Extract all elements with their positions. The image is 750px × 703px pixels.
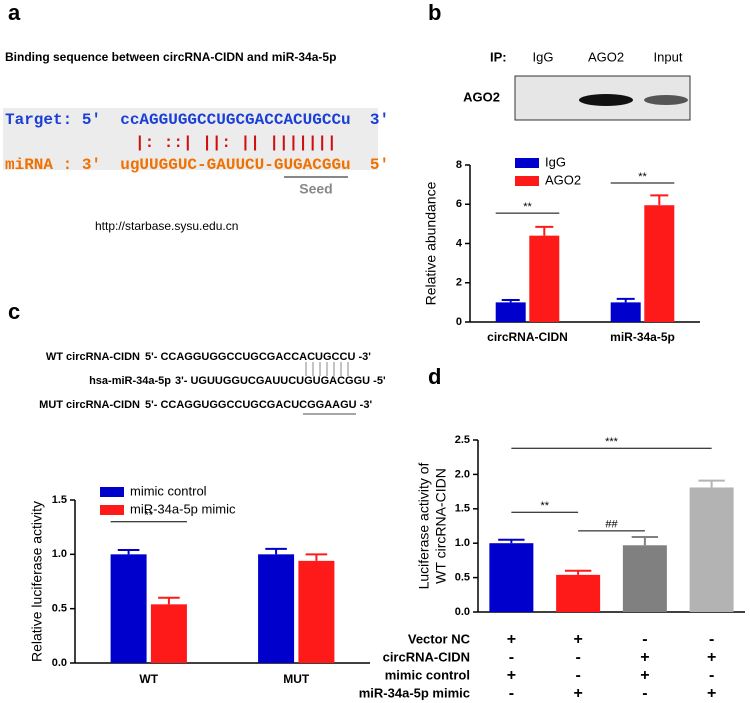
condition-mark: + bbox=[707, 649, 716, 666]
panel-label: a bbox=[8, 0, 21, 25]
condition-label: miR-34a-5p mimic bbox=[359, 685, 470, 700]
condition-mark: + bbox=[507, 667, 516, 684]
condition-mark: + bbox=[640, 667, 649, 684]
bar bbox=[610, 302, 641, 322]
lane-label: Input bbox=[654, 49, 683, 64]
bar bbox=[150, 604, 187, 663]
bar bbox=[489, 543, 534, 612]
y-tick-label: 1.0 bbox=[52, 548, 67, 560]
y-tick-label: 8 bbox=[456, 159, 462, 171]
bar bbox=[298, 560, 335, 663]
sequence-name: hsa-miR-34a-5p bbox=[89, 375, 171, 387]
y-tick-label: 4 bbox=[456, 237, 463, 249]
mirna-sequence: miRNA : 3' ugUUGGUC-GAUUCU-GUGACGGu 5' bbox=[5, 156, 389, 174]
panel-label: c bbox=[8, 299, 20, 324]
y-axis-label: Relative luciferase activity bbox=[29, 501, 45, 662]
sequence-name: WT circRNA-CIDN bbox=[46, 351, 140, 363]
legend-label: IgG bbox=[545, 154, 566, 169]
panel-label: b bbox=[428, 0, 441, 25]
blot-band bbox=[644, 95, 688, 105]
condition-mark: - bbox=[509, 649, 514, 666]
panel-label: d bbox=[428, 364, 441, 389]
legend-swatch bbox=[515, 158, 539, 168]
condition-mark: - bbox=[642, 685, 647, 702]
x-tick-label: WT bbox=[139, 672, 158, 686]
y-axis-label: WT circRNA-CIDN bbox=[433, 468, 449, 584]
y-tick-label: 1.5 bbox=[52, 494, 67, 506]
panel-title: Binding sequence between circRNA-CIDN an… bbox=[5, 50, 336, 64]
sequence: 5'- CCAGGUGGCCUGCGACCACUGCCU -3' bbox=[145, 351, 371, 363]
lane-label: AGO2 bbox=[588, 49, 624, 64]
legend-swatch bbox=[100, 505, 124, 515]
y-tick-label: 2 bbox=[456, 277, 462, 289]
ip-label: IP: bbox=[490, 49, 507, 64]
legend-label: AGO2 bbox=[545, 172, 581, 187]
blot-band bbox=[579, 94, 633, 106]
bar bbox=[556, 574, 601, 612]
y-tick-label: 1.0 bbox=[455, 537, 470, 549]
y-axis-label: Luciferase activity of bbox=[416, 462, 432, 589]
x-tick-label: miR-34a-5p bbox=[610, 330, 675, 344]
condition-mark: - bbox=[642, 631, 647, 648]
y-tick-label: 0.5 bbox=[455, 572, 470, 584]
y-tick-label: 0.0 bbox=[52, 657, 67, 669]
bar bbox=[110, 554, 147, 663]
condition-mark: + bbox=[507, 631, 516, 648]
significance-label: ** bbox=[144, 510, 153, 522]
y-tick-label: 0.5 bbox=[52, 603, 67, 615]
bar bbox=[644, 205, 675, 322]
seed-label: Seed bbox=[299, 181, 332, 197]
condition-mark: + bbox=[573, 631, 582, 648]
y-tick-label: 6 bbox=[456, 198, 462, 210]
y-tick-label: 2.5 bbox=[455, 434, 470, 446]
condition-mark: - bbox=[575, 667, 580, 684]
condition-mark: - bbox=[575, 649, 580, 666]
x-tick-label: MUT bbox=[283, 672, 310, 686]
y-tick-label: 0.0 bbox=[455, 606, 470, 618]
legend-label: mimic control bbox=[130, 483, 207, 498]
target-sequence: Target: 5' ccAGGUGGCCUGCGACCACUGCCu 3' bbox=[5, 111, 389, 129]
sequence: 3'- UGUUGGUCGAUUCUGUGACGGU -5' bbox=[175, 375, 386, 387]
legend-label: miR-34a-5p mimic bbox=[130, 501, 236, 516]
bar bbox=[258, 554, 295, 663]
blot-row-label: AGO2 bbox=[463, 89, 500, 104]
url: http://starbase.sysu.edu.cn bbox=[95, 219, 238, 233]
x-tick-label: circRNA-CIDN bbox=[487, 330, 568, 344]
condition-mark: + bbox=[707, 685, 716, 702]
sequence-name: MUT circRNA-CIDN bbox=[39, 399, 140, 411]
condition-mark: - bbox=[709, 631, 714, 648]
sequence: 5'- CCAGGUGGCCUGCGACUCGGAAGU -3' bbox=[145, 399, 372, 411]
sequence-box bbox=[3, 108, 378, 170]
significance-label: ** bbox=[523, 201, 532, 213]
significance-label: ** bbox=[638, 171, 647, 183]
bar bbox=[529, 235, 560, 322]
condition-mark: + bbox=[573, 685, 582, 702]
condition-label: mimic control bbox=[385, 667, 470, 682]
y-tick-label: 2.0 bbox=[455, 468, 470, 480]
y-axis-label: Relative abundance bbox=[423, 181, 439, 305]
condition-label: Vector NC bbox=[408, 631, 471, 646]
condition-mark: + bbox=[640, 649, 649, 666]
significance-label: ** bbox=[540, 500, 549, 512]
y-tick-label: 1.5 bbox=[455, 503, 470, 515]
condition-mark: - bbox=[709, 667, 714, 684]
condition-mark: - bbox=[509, 685, 514, 702]
bar bbox=[689, 487, 734, 612]
pairing: |: ::| ||: || ||||||| bbox=[135, 134, 337, 152]
lane-label: IgG bbox=[533, 49, 554, 64]
bar bbox=[495, 302, 526, 322]
pairing-lines bbox=[305, 362, 349, 376]
bar bbox=[622, 545, 667, 612]
significance-label: *** bbox=[605, 436, 619, 448]
significance-label: ## bbox=[605, 519, 618, 531]
y-tick-label: 0 bbox=[456, 316, 462, 328]
condition-label: circRNA-CIDN bbox=[383, 649, 470, 664]
legend-swatch bbox=[515, 176, 539, 186]
legend-swatch bbox=[100, 487, 124, 497]
